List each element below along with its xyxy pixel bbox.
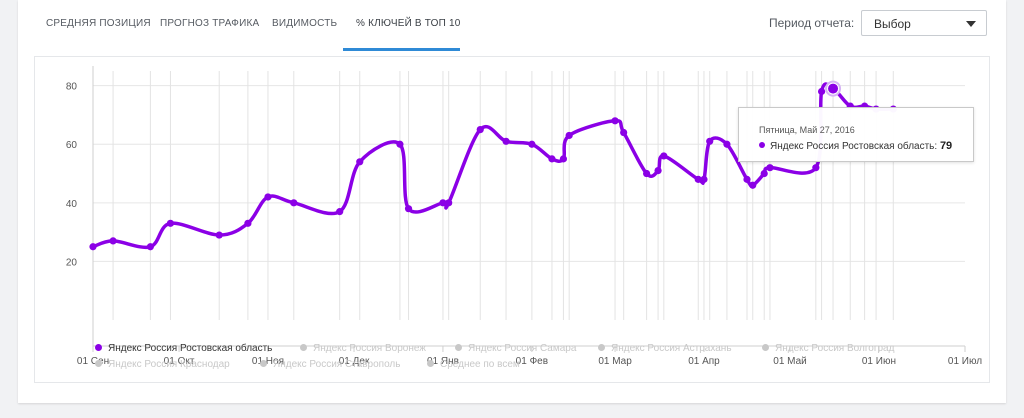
legend-dot-icon <box>95 344 102 351</box>
data-point <box>559 155 568 163</box>
tooltip-value: 79 <box>939 140 953 152</box>
active-tab-indicator <box>343 48 460 51</box>
chart-tooltip: Пятница, Май 27, 2016 Яндекс Россия Рост… <box>738 107 974 162</box>
tooltip-series-name: Яндекс Россия Ростовская область <box>770 141 935 152</box>
legend-label: Яндекс Россия Воронеж <box>313 343 426 354</box>
data-point <box>812 164 820 172</box>
data-point <box>743 175 751 183</box>
data-point <box>290 199 298 207</box>
y-tick-label: 60 <box>66 140 78 151</box>
legend-label: Яндекс Россия Самара <box>468 343 577 354</box>
data-point <box>643 169 651 178</box>
legend-dot-icon <box>300 344 307 351</box>
legend-item[interactable]: Яндекс Россия Ставрополь <box>260 359 400 370</box>
period-select[interactable]: Выбор <box>861 10 987 36</box>
data-point <box>146 243 154 251</box>
x-tick-label: 01 Мар <box>598 356 632 367</box>
data-point <box>502 137 510 145</box>
legend-dot-icon <box>762 344 769 351</box>
x-tick-label: 01 Сен <box>77 356 109 367</box>
y-tick-label: 20 <box>66 257 78 268</box>
data-point <box>244 219 252 227</box>
x-tick-label: 01 Дек <box>339 356 370 367</box>
x-tick-label: 01 Янв <box>427 356 459 367</box>
legend-label: Яндекс Россия Ставрополь <box>273 359 401 370</box>
y-tick-label: 40 <box>66 199 78 210</box>
legend-item[interactable]: Яндекс Россия Краснодар <box>95 359 230 370</box>
report-panel: СРЕДНЯЯ ПОЗИЦИЯ ПРОГНОЗ ТРАФИКА ВИДИМОСТ… <box>18 0 1006 403</box>
legend-label: Яндекс Россия Астрахань <box>611 343 732 354</box>
legend-label: Яндекс Россия Ростовская область <box>108 343 273 354</box>
legend-dot-icon <box>455 344 462 351</box>
legend-label: Среднее по всем <box>440 359 520 370</box>
legend-item[interactable]: Яндекс Россия Воронеж <box>300 343 426 354</box>
legend-dot-icon <box>598 344 605 351</box>
tab-visibility[interactable]: ВИДИМОСТЬ <box>272 18 338 29</box>
data-point <box>109 237 117 245</box>
legend-item[interactable]: Яндекс Россия Самара <box>455 343 576 354</box>
period-select-value: Выбор <box>874 17 911 31</box>
data-point <box>817 87 826 96</box>
period-label: Период отчета: <box>769 16 855 30</box>
line-chart: 20 40 60 80 01 Сен 01 Окт 01 Ноя 01 Дек 01 Янв 01… <box>66 66 982 367</box>
data-point <box>654 167 662 175</box>
legend-item[interactable]: Яндекс Россия Астрахань <box>598 343 732 354</box>
legend-item[interactable]: Яндекс Россия Ростовская область <box>95 343 272 354</box>
data-point <box>528 140 536 148</box>
x-tick-label: 01 Июн <box>862 356 896 367</box>
data-point <box>445 199 453 207</box>
tab-average-position[interactable]: СРЕДНЯЯ ПОЗИЦИЯ <box>46 18 151 29</box>
data-point <box>89 243 97 251</box>
x-tick-label: 01 Июл <box>948 356 982 367</box>
data-point <box>723 140 731 148</box>
data-point <box>396 140 404 148</box>
data-point <box>760 169 768 178</box>
x-tick-label: 01 Апр <box>688 356 720 367</box>
data-point <box>706 137 714 145</box>
tooltip-series: Яндекс Россия Ростовская область: 79 <box>759 140 952 152</box>
legend-dot-icon <box>427 360 434 367</box>
legend-item[interactable]: Яндекс Россия Волгоград <box>762 343 894 354</box>
data-point <box>439 199 447 207</box>
data-point <box>611 117 619 125</box>
data-point <box>264 193 272 201</box>
data-point <box>476 125 484 134</box>
x-tick-label: 01 Май <box>773 356 807 367</box>
series-dot-icon <box>759 142 765 148</box>
x-tick-label: 01 Окт <box>164 356 195 367</box>
data-point <box>548 155 556 163</box>
data-point <box>166 219 175 227</box>
data-point <box>565 131 573 140</box>
data-point <box>336 208 344 216</box>
tooltip-date: Пятница, Май 27, 2016 <box>759 125 855 135</box>
data-point-hover <box>828 83 839 94</box>
data-point <box>766 164 774 172</box>
data-point <box>700 175 708 183</box>
x-tick-label: 01 Ноя <box>252 356 284 367</box>
data-point <box>620 128 628 137</box>
data-point <box>356 158 364 166</box>
y-tick-label: 80 <box>66 82 78 93</box>
series-line <box>92 82 894 250</box>
legend-dot-icon <box>260 360 267 367</box>
legend-dot-icon <box>95 360 102 367</box>
data-point <box>694 175 702 183</box>
data-point <box>404 205 413 213</box>
x-tick-label: 01 Фев <box>516 356 548 367</box>
data-point <box>749 181 757 189</box>
tab-keys-top10[interactable]: % КЛЮЧЕЙ В ТОП 10 <box>356 18 461 29</box>
chart-container: 20 40 60 80 01 Сен 01 Окт 01 Ноя 01 Дек 01 Янв 01… <box>34 56 990 383</box>
legend-label: Яндекс Россия Волгоград <box>775 343 895 354</box>
tab-traffic-forecast[interactable]: ПРОГНОЗ ТРАФИКА <box>160 18 260 29</box>
legend-item[interactable]: Среднее по всем <box>427 359 520 370</box>
data-point <box>660 152 668 160</box>
data-point <box>215 231 223 239</box>
legend-label: Яндекс Россия Краснодар <box>108 359 230 370</box>
chevron-down-icon <box>966 21 976 27</box>
